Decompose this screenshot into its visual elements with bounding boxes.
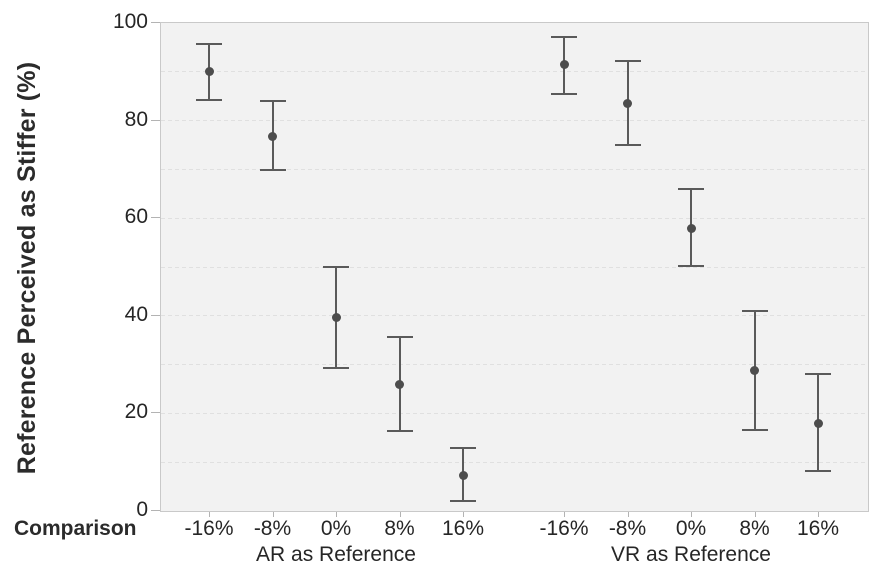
x-tick-label: 0% [320, 517, 352, 540]
y-tick [151, 510, 160, 511]
data-point-marker [623, 98, 632, 108]
y-tick [151, 119, 160, 121]
x-tick-label: 16% [796, 517, 840, 540]
y-tick [151, 22, 160, 23]
error-bar-cap-top [614, 60, 641, 63]
y-tick [151, 314, 160, 316]
error-bar-cap-bottom [196, 99, 222, 102]
x-tick [818, 512, 819, 517]
y-gridline [161, 461, 868, 463]
error-bar-cap-top [323, 265, 349, 268]
data-point-marker [331, 313, 341, 323]
error-bar-cap-top [386, 336, 413, 339]
y-gridline [161, 315, 868, 317]
data-point-marker [686, 223, 696, 233]
group-label: VR as Reference [611, 543, 771, 566]
x-tick [754, 512, 756, 517]
x-axis-caption: Comparison [14, 517, 137, 540]
y-gridline [161, 364, 868, 366]
error-bar-cap-bottom [386, 430, 413, 433]
x-tick [627, 512, 629, 517]
error-bar-cap-top [551, 36, 577, 39]
x-tick-label: -8% [608, 517, 647, 540]
x-tick [336, 512, 337, 517]
y-tick-label: 80 [124, 107, 148, 131]
error-bar-cap-top [196, 42, 222, 45]
x-tick-label: 8% [384, 517, 415, 540]
y-axis-title: Reference Perceived as Stiffer (%) [13, 61, 41, 475]
error-bar-cap-bottom [678, 264, 704, 267]
y-gridline [161, 412, 868, 414]
error-bar-cap-top [805, 372, 831, 375]
y-tick-label: 40 [124, 302, 148, 326]
x-tick-label: 0% [675, 517, 707, 540]
error-bar-cap-bottom [323, 367, 349, 370]
y-gridline [161, 217, 868, 219]
error-bar-cap-top [450, 447, 476, 450]
x-tick-label: -8% [253, 517, 292, 540]
group-label: AR as Reference [256, 543, 416, 566]
x-tick-label: -16% [184, 517, 234, 540]
error-bar-cap-top [741, 309, 768, 312]
y-tick-label: 0 [136, 498, 148, 521]
error-bar-cap-bottom [450, 500, 476, 503]
x-tick [399, 512, 401, 517]
y-gridline [161, 266, 868, 268]
x-tick-label: -16% [539, 517, 589, 540]
y-tick-label: 20 [124, 400, 148, 424]
x-tick [564, 512, 565, 517]
y-gridline [161, 71, 868, 73]
data-point-marker [458, 470, 468, 480]
x-tick [272, 512, 274, 517]
data-point-marker [204, 67, 214, 77]
y-tick [151, 412, 160, 414]
x-tick [691, 512, 692, 517]
data-point-marker [559, 60, 569, 70]
y-tick [151, 217, 160, 219]
error-bar-cap-top [259, 100, 286, 103]
x-tick [209, 512, 210, 517]
error-bar-cap-bottom [614, 144, 641, 147]
error-bar-cap-bottom [259, 168, 286, 171]
error-bar-cap-bottom [551, 92, 577, 95]
data-point-marker [268, 131, 277, 141]
data-point-marker [813, 418, 823, 428]
error-bar-cap-bottom [741, 428, 768, 431]
data-point-marker [395, 380, 404, 390]
y-gridline [161, 168, 868, 170]
data-point-marker [750, 365, 759, 375]
error-bar-cap-bottom [805, 469, 831, 472]
x-tick-label: 16% [441, 517, 485, 540]
x-tick [463, 512, 464, 517]
x-tick-label: 8% [739, 517, 770, 540]
y-tick-label: 100 [112, 10, 148, 33]
plot-area [160, 22, 869, 512]
y-gridline [161, 120, 868, 122]
y-tick-label: 60 [124, 205, 148, 229]
error-bar-cap-top [678, 188, 704, 191]
